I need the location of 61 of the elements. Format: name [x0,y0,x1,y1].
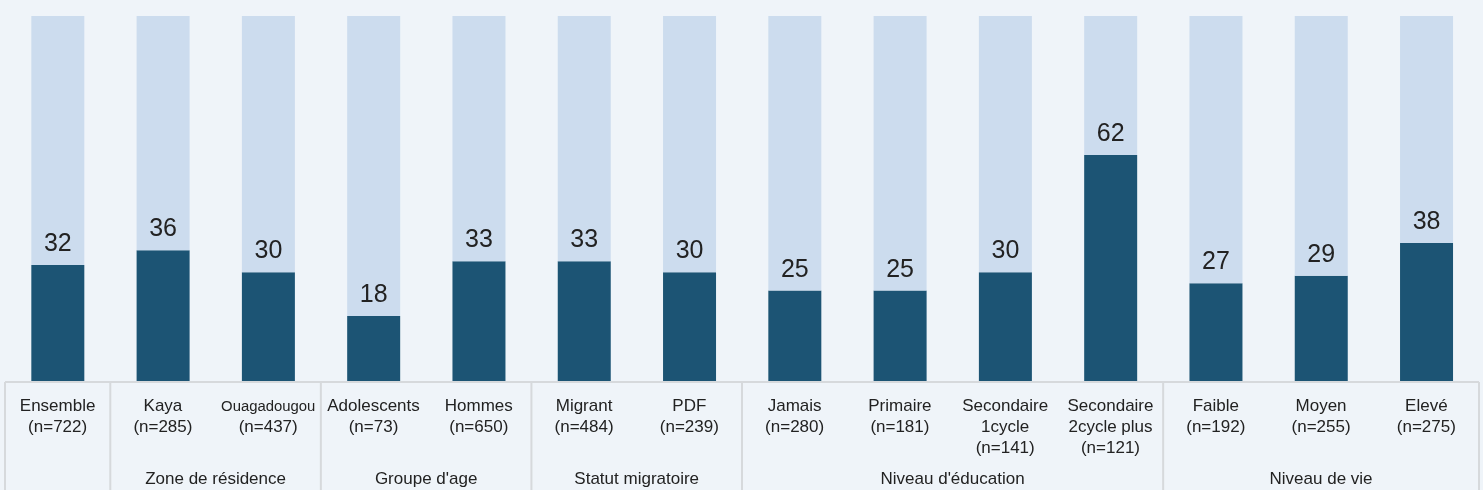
bar [1294,16,1348,276]
bar [31,16,85,265]
data-label: 18 [359,279,388,308]
bar [136,250,190,382]
bar [768,16,822,291]
bar [136,16,190,251]
data-label: 30 [675,235,704,264]
bar [557,16,611,262]
data-label: 36 [149,213,178,242]
x-tick-label: Ouagadougou (n=437) [221,398,316,436]
bar [663,272,717,382]
data-label: 33 [465,224,493,253]
bar [241,16,295,273]
x-tick-label: Kaya (n=285) [133,396,193,436]
text: Groupe d'age [374,469,478,488]
bar [347,16,401,317]
bar [873,290,927,382]
x-tick-label: Faible (n=192) [1186,396,1246,436]
bar [768,290,822,382]
data-label: 25 [780,253,809,282]
bar [663,16,717,273]
x-tick-label: Secondaire 1cycle (n=141) [962,396,1049,457]
bar [347,316,401,382]
bar [452,16,506,262]
bar [1400,242,1454,382]
data-label: 30 [254,235,283,264]
bar [557,261,611,382]
x-tick-label: Secondaire 2cycle plus (n=121) [1067,396,1154,457]
bar [978,272,1032,382]
text: Niveau de vie [1269,469,1373,488]
x-tick-label: Jamais (n=280) [765,396,825,436]
bar [1084,16,1138,156]
data-label: 62 [1096,118,1125,147]
bar [31,264,85,382]
data-label: 30 [991,235,1020,264]
bar [452,261,506,382]
text: Niveau d'éducation [880,469,1025,488]
data-label: 32 [43,227,72,256]
data-label: 25 [886,253,915,282]
bar [241,272,295,382]
data-label: 29 [1307,238,1336,267]
bar [1084,155,1138,382]
x-tick-label: Ensemble (n=722) [19,396,96,436]
bar [1294,275,1348,382]
bar [1189,16,1243,284]
text: Statut migratoire [574,469,700,488]
x-tick-label: Migrant (n=484) [554,396,614,436]
data-label: 27 [1202,246,1230,275]
x-tick-label: Elevé (n=275) [1396,396,1456,436]
x-tick-label: Moyen (n=255) [1291,396,1351,436]
bar [873,16,927,291]
data-label: 33 [570,224,599,253]
x-tick-label: Primaire (n=181) [868,396,932,436]
x-tick-label: PDF (n=239) [659,396,719,436]
x-tick-label: Hommes (n=650) [444,396,513,436]
data-label: 38 [1412,205,1441,234]
bar [1400,16,1454,243]
bar [978,16,1032,273]
text: Zone de résidence [145,469,286,488]
x-tick-label: Adolescents (n=73) [327,396,420,436]
bar [1189,283,1243,382]
